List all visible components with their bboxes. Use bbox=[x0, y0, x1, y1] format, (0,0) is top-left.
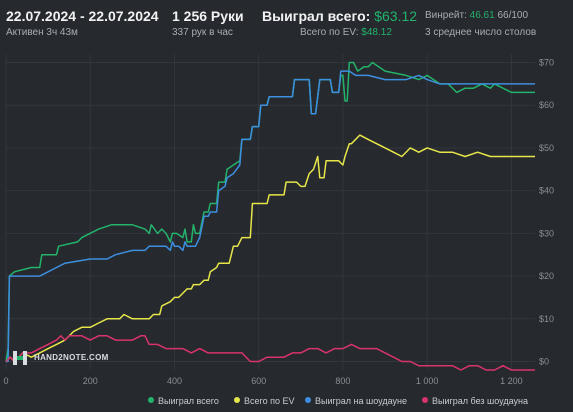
y-tick-label: $50 bbox=[539, 143, 554, 153]
legend-dot-non-showdown bbox=[422, 397, 428, 403]
y-tick-label: $20 bbox=[539, 271, 554, 281]
x-tick-label: 1 200 bbox=[500, 376, 523, 386]
legend-dot-showdown bbox=[305, 397, 311, 403]
x-tick-label: 600 bbox=[251, 376, 266, 386]
winrate: Винрейт: 46.61 66/100 bbox=[425, 10, 528, 21]
hand2note-logo-icon bbox=[13, 351, 27, 365]
won-total-value: $63.12 bbox=[374, 8, 418, 24]
hands-per-hour: 337 рук в час bbox=[172, 27, 233, 38]
series-line-total bbox=[5, 61, 535, 362]
stats-header: 22.07.2024 - 22.07.2024 Активен 3ч 43м 1… bbox=[0, 0, 573, 48]
active-time: Активен 3ч 43м bbox=[6, 27, 78, 38]
legend-item-showdown[interactable]: Выиграл на шоудауне bbox=[305, 396, 407, 406]
date-range[interactable]: 22.07.2024 - 22.07.2024 bbox=[6, 8, 159, 24]
y-tick-label: $30 bbox=[539, 228, 554, 238]
series-line-showdown bbox=[6, 70, 535, 363]
winrate-suffix: 66/100 bbox=[497, 10, 529, 21]
y-tick-label: $0 bbox=[539, 356, 549, 366]
x-tick-label: 1 000 bbox=[416, 376, 439, 386]
series-line-non-showdown bbox=[5, 335, 535, 371]
x-axis-ticks: 0 200 400 600 800 1 000 1 200 bbox=[3, 376, 522, 386]
hand2note-logo-text: HAND2NOTE.COM bbox=[34, 353, 109, 362]
series-line-ev bbox=[5, 134, 535, 363]
hands-count: 1 256 Руки bbox=[172, 8, 244, 24]
chart-legend: Выиграл всего Всего по EV Выиграл на шоу… bbox=[0, 392, 573, 410]
legend-item-ev[interactable]: Всего по EV bbox=[234, 396, 294, 406]
y-axis-ticks: $0 $10 $20 $30 $40 $50 $60 $70 bbox=[539, 58, 554, 367]
won-total-label: Выиграл всего: bbox=[262, 8, 371, 24]
y-tick-label: $60 bbox=[539, 100, 554, 110]
ev-total-value: $48.12 bbox=[361, 27, 392, 38]
legend-label-showdown: Выиграл на шоудауне bbox=[315, 396, 407, 406]
legend-label-ev: Всего по EV bbox=[244, 396, 295, 406]
series-lines bbox=[5, 61, 535, 371]
legend-item-non-showdown[interactable]: Выиграл без шоудауна bbox=[422, 396, 528, 406]
y-tick-label: $70 bbox=[539, 58, 554, 68]
legend-label-non-showdown: Выиграл без шоудауна bbox=[432, 396, 528, 406]
won-total: Выиграл всего: $63.12 bbox=[262, 8, 417, 24]
winrate-label: Винрейт: bbox=[425, 10, 467, 21]
ev-total-label: Всего по EV: bbox=[300, 27, 359, 38]
legend-item-total[interactable]: Выиграл всего bbox=[148, 396, 219, 406]
profit-graph[interactable]: $0 $10 $20 $30 $40 $50 $60 $70 0 200 400 600 800 1 0… bbox=[0, 48, 573, 392]
x-tick-label: 200 bbox=[83, 376, 98, 386]
x-tick-label: 0 bbox=[3, 376, 8, 386]
grid bbox=[5, 54, 535, 370]
y-tick-label: $40 bbox=[539, 186, 554, 196]
legend-dot-total bbox=[148, 397, 154, 403]
legend-dot-ev bbox=[234, 397, 240, 403]
y-tick-label: $10 bbox=[539, 314, 554, 324]
x-tick-label: 800 bbox=[335, 376, 350, 386]
legend-label-total: Выиграл всего bbox=[158, 396, 219, 406]
winrate-value: 46.61 bbox=[469, 10, 495, 21]
avg-tables: 3 среднее число столов bbox=[425, 27, 537, 38]
x-tick-label: 400 bbox=[167, 376, 182, 386]
ev-total: Всего по EV: $48.12 bbox=[300, 27, 392, 38]
